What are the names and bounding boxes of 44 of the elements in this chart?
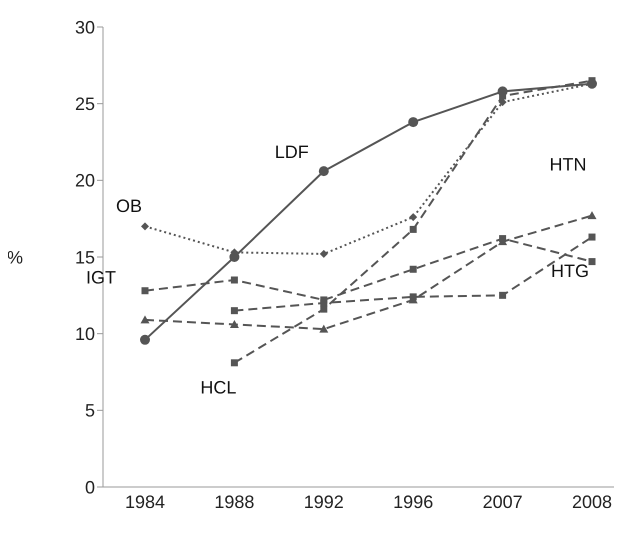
point bbox=[499, 292, 506, 299]
point bbox=[588, 258, 596, 266]
y-tick-label: 15 bbox=[74, 247, 95, 268]
point bbox=[230, 359, 238, 366]
y-tick-label: 20 bbox=[74, 170, 95, 191]
point bbox=[320, 306, 328, 313]
point bbox=[140, 334, 150, 345]
point bbox=[588, 211, 596, 220]
series-label: HCL bbox=[200, 378, 236, 398]
point bbox=[142, 287, 148, 294]
x-tick-label: 1984 bbox=[124, 492, 166, 512]
x-tick-label: 2008 bbox=[572, 492, 612, 512]
point bbox=[408, 117, 418, 128]
point bbox=[141, 222, 149, 230]
series-label: HTG bbox=[551, 260, 589, 281]
point bbox=[230, 276, 238, 284]
x-tick-label: 1992 bbox=[304, 492, 344, 512]
point bbox=[320, 250, 328, 258]
y-tick-label: 30 bbox=[74, 17, 95, 38]
y-axis-title: % bbox=[6, 247, 23, 268]
point bbox=[410, 226, 417, 233]
x-tick-label: 2007 bbox=[482, 492, 523, 512]
point bbox=[319, 324, 328, 333]
series-label: IGT bbox=[86, 267, 116, 288]
point bbox=[229, 252, 240, 262]
x-tick-label: 1996 bbox=[393, 492, 434, 512]
y-tick-label: 0 bbox=[84, 477, 95, 498]
point bbox=[410, 266, 417, 273]
point bbox=[318, 166, 329, 176]
y-tick-label: 25 bbox=[74, 94, 95, 114]
point bbox=[320, 296, 328, 304]
point bbox=[230, 320, 239, 328]
text: HTN bbox=[550, 154, 586, 174]
point bbox=[409, 213, 418, 222]
series-label: LDF bbox=[274, 142, 309, 162]
series-label: OB bbox=[116, 196, 142, 216]
y-tick-label: 10 bbox=[74, 324, 95, 344]
point bbox=[140, 315, 150, 324]
point bbox=[498, 86, 508, 96]
y-tick-label: 5 bbox=[84, 400, 95, 421]
x-tick-label: 1988 bbox=[214, 492, 254, 512]
point bbox=[230, 307, 238, 314]
point bbox=[588, 234, 596, 241]
point bbox=[499, 235, 506, 242]
